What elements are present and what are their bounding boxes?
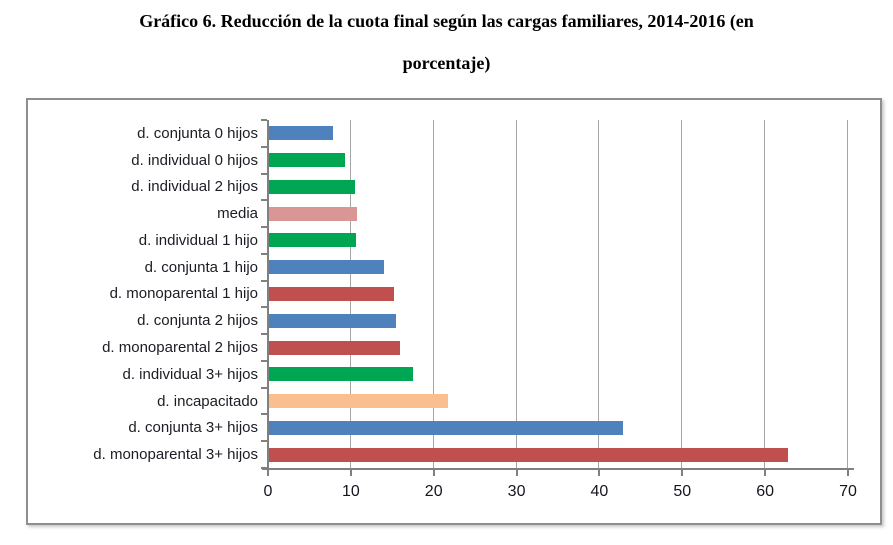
bar bbox=[268, 179, 355, 194]
x-axis-tick-label: 60 bbox=[756, 483, 775, 500]
bar bbox=[268, 206, 358, 221]
bar-track bbox=[268, 200, 848, 227]
x-axis-tick-label: 70 bbox=[839, 483, 857, 500]
category-label: d. monoparental 1 hijo bbox=[109, 285, 258, 303]
y-axis-tick bbox=[261, 440, 267, 443]
x-axis-tick bbox=[681, 470, 684, 476]
bar-track bbox=[268, 254, 848, 281]
x-axis-tick bbox=[847, 470, 849, 476]
bar-track bbox=[268, 147, 848, 174]
x-axis-tick-label: 20 bbox=[424, 483, 443, 500]
bar-track bbox=[268, 361, 848, 388]
category-label: d. conjunta 3+ hijos bbox=[128, 419, 258, 437]
bar-track bbox=[268, 307, 848, 334]
x-axis-tick-label: 30 bbox=[507, 483, 526, 500]
category-label: d. individual 1 hijo bbox=[138, 231, 258, 249]
category-label: d. individual 0 hijos bbox=[131, 151, 258, 169]
bar-rows bbox=[268, 120, 848, 468]
gridline bbox=[681, 120, 683, 468]
bar-track bbox=[268, 120, 848, 147]
x-axis-tick bbox=[764, 470, 767, 476]
x-axis-tick-label: 40 bbox=[590, 483, 609, 500]
category-label: media bbox=[217, 205, 258, 223]
x-axis-tick bbox=[515, 470, 518, 476]
y-axis-tick bbox=[261, 119, 267, 121]
y-axis-tick bbox=[261, 413, 267, 416]
y-axis-line bbox=[267, 120, 269, 470]
bar bbox=[268, 313, 396, 328]
x-axis-tick-label: 50 bbox=[673, 483, 692, 500]
gridline bbox=[764, 120, 766, 468]
x-axis-tick bbox=[598, 470, 601, 476]
bar bbox=[268, 340, 400, 355]
bar bbox=[268, 367, 413, 382]
bar-track bbox=[268, 227, 848, 254]
y-axis-tick bbox=[261, 172, 267, 175]
chart-frame: d. conjunta 0 hijos d. individual 0 hijos… bbox=[26, 98, 882, 525]
x-axis-line bbox=[262, 468, 854, 470]
category-label: d. monoparental 3+ hijos bbox=[93, 446, 258, 464]
category-label: d. incapacitado bbox=[157, 392, 258, 410]
chart-title-line-1: Gráfico 6. Reducción de la cuota final s… bbox=[139, 11, 754, 31]
y-axis-tick bbox=[261, 359, 267, 362]
bar bbox=[268, 447, 789, 462]
x-axis-tick-label: 0 bbox=[263, 483, 273, 500]
bar-track bbox=[268, 414, 848, 441]
bar bbox=[268, 394, 448, 409]
x-axis-tick bbox=[349, 470, 352, 476]
y-axis-tick bbox=[261, 386, 267, 389]
y-axis-tick bbox=[261, 306, 267, 309]
category-label: d. conjunta 0 hijos bbox=[137, 124, 258, 142]
x-axis-tick-labels: 0 10 20 30 40 50 60 70 bbox=[264, 483, 857, 505]
x-axis-tick bbox=[267, 470, 269, 476]
bar bbox=[268, 260, 384, 275]
x-axis-tick-label: 10 bbox=[341, 483, 360, 500]
category-label: d. individual 2 hijos bbox=[131, 178, 258, 196]
bar-track bbox=[268, 441, 848, 468]
bar-track bbox=[268, 388, 848, 415]
gridline bbox=[515, 120, 517, 468]
gridline bbox=[432, 120, 434, 468]
category-label: d. individual 3+ hijos bbox=[122, 365, 258, 383]
category-label: d. conjunta 1 hijo bbox=[144, 258, 258, 276]
bar bbox=[268, 233, 356, 248]
gridline bbox=[847, 120, 848, 468]
chart-title: Gráfico 6. Reducción de la cuota final s… bbox=[0, 0, 893, 84]
category-axis-labels: d. conjunta 0 hijos d. individual 0 hijos… bbox=[28, 120, 258, 468]
y-axis-tick bbox=[261, 145, 267, 148]
bar bbox=[268, 420, 624, 435]
bar-track bbox=[268, 174, 848, 201]
y-axis-tick bbox=[261, 333, 267, 336]
x-axis-tick bbox=[432, 470, 435, 476]
bar-track bbox=[268, 281, 848, 308]
y-axis-tick bbox=[261, 467, 267, 469]
y-axis-tick bbox=[261, 252, 267, 255]
y-axis-tick bbox=[261, 279, 267, 282]
plot-area bbox=[261, 119, 854, 476]
gridline bbox=[598, 120, 600, 468]
bar-track bbox=[268, 334, 848, 361]
y-axis-tick bbox=[261, 226, 267, 229]
category-label: d. monoparental 2 hijos bbox=[102, 339, 258, 356]
bar bbox=[268, 153, 346, 168]
y-axis-tick bbox=[261, 199, 267, 202]
bar bbox=[268, 126, 334, 141]
category-label: d. conjunta 2 hijos bbox=[137, 312, 258, 330]
bar bbox=[268, 286, 394, 301]
chart-title-line-2: porcentaje) bbox=[402, 53, 491, 73]
